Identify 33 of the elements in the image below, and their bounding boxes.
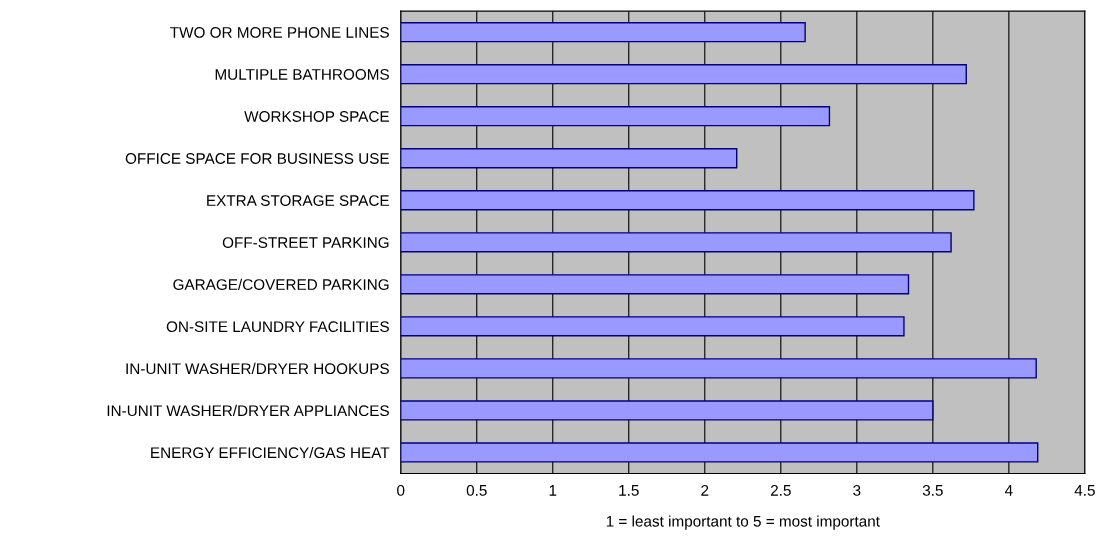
bar bbox=[400, 442, 1039, 463]
y-tick-label: IN-UNIT WASHER/DRYER HOOKUPS bbox=[126, 362, 389, 375]
x-axis-title: 1 = least important to 5 = most important bbox=[606, 515, 880, 530]
x-tick-label: 2.5 bbox=[770, 484, 791, 496]
y-tick-label: WORKSHOP SPACE bbox=[244, 111, 389, 122]
bar bbox=[400, 400, 934, 421]
x-tick-label: 3 bbox=[853, 484, 861, 496]
bar bbox=[400, 274, 910, 295]
bar bbox=[400, 358, 1037, 379]
y-tick-label: TWO OR MORE PHONE LINES bbox=[170, 27, 389, 38]
bar bbox=[400, 232, 952, 253]
bar bbox=[400, 316, 905, 337]
x-tick-label: 0.5 bbox=[466, 484, 487, 496]
bar bbox=[400, 22, 806, 43]
y-tick-label: ON-SITE LAUNDRY FACILITIES bbox=[166, 321, 389, 333]
y-tick-label: GARAGE/COVERED PARKING bbox=[173, 278, 389, 291]
x-tick-label: 1 bbox=[549, 485, 557, 496]
x-tick-label: 4 bbox=[1004, 485, 1013, 496]
y-tick-label: MULTIPLE BATHROOMS bbox=[215, 69, 389, 80]
bar bbox=[400, 148, 738, 169]
y-tick-label: EXTRA STORAGE SPACE bbox=[207, 195, 389, 206]
y-tick-label: ENERGY EFFICIENCY/GAS HEAT bbox=[151, 446, 390, 459]
x-tick-label: 2 bbox=[701, 484, 709, 496]
y-tick-label: OFFICE SPACE FOR BUSINESS USE bbox=[125, 153, 389, 164]
x-tick-label: 3.5 bbox=[922, 484, 943, 496]
bar bbox=[400, 64, 967, 85]
y-tick-label: IN-UNIT WASHER/DRYER APPLIANCES bbox=[107, 404, 389, 417]
x-tick-label: 0 bbox=[397, 484, 405, 496]
y-tick-label: OFF-STREET PARKING bbox=[222, 237, 389, 248]
bar bbox=[400, 106, 831, 127]
x-tick-label: 1.5 bbox=[619, 485, 639, 496]
x-tick-label: 4.5 bbox=[1074, 485, 1095, 496]
bar bbox=[400, 190, 975, 211]
